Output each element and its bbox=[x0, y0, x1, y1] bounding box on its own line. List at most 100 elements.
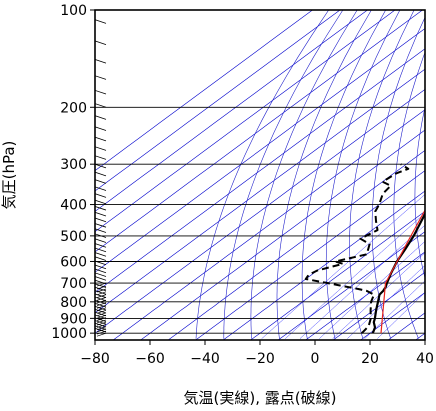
mixing-ratio-line bbox=[332, 252, 425, 339]
wind-barb bbox=[95, 233, 107, 238]
wind-barb bbox=[95, 272, 107, 277]
mixing-ratio-line bbox=[364, 280, 425, 339]
wind-barb bbox=[95, 252, 107, 257]
y-tick-label: 1000 bbox=[51, 326, 87, 342]
mixing-ratio-line bbox=[319, 240, 425, 339]
wind-barb bbox=[96, 310, 107, 314]
dry-adiabat-line bbox=[223, 10, 344, 339]
wind-barb bbox=[95, 308, 107, 314]
y-tick-label: 800 bbox=[60, 295, 87, 311]
isotherm-line bbox=[333, 271, 425, 340]
wind-barb bbox=[96, 297, 107, 301]
wind-barb bbox=[96, 312, 107, 317]
wind-barb bbox=[96, 285, 107, 290]
wind-barb bbox=[96, 324, 107, 328]
wind-barb bbox=[95, 179, 107, 184]
mixing-ratio-line bbox=[261, 194, 425, 339]
isotherm-line bbox=[95, 10, 396, 232]
wind-barb bbox=[95, 115, 107, 120]
wind-barb bbox=[96, 288, 107, 293]
wind-barb bbox=[95, 268, 107, 274]
wind-barb bbox=[95, 211, 107, 217]
sounding-series bbox=[304, 163, 425, 334]
isotherm-line bbox=[195, 170, 425, 340]
x-axis-label: 気温(実線), 露点(破線) bbox=[184, 389, 337, 407]
wind-barb bbox=[95, 286, 107, 292]
wind-barb bbox=[95, 322, 107, 328]
wind-barb bbox=[95, 238, 107, 243]
wind-barb bbox=[95, 155, 107, 160]
dry-adiabat-line bbox=[195, 10, 329, 339]
x-tick-label: −20 bbox=[245, 351, 275, 367]
x-tick-label: −40 bbox=[190, 351, 220, 367]
wind-barb bbox=[96, 302, 107, 307]
wind-barb bbox=[95, 186, 107, 191]
wind-barb bbox=[95, 311, 107, 317]
isotherm-line bbox=[305, 251, 425, 340]
wind-barb bbox=[96, 319, 107, 324]
wind-barb bbox=[95, 279, 107, 285]
x-tick-label: −60 bbox=[135, 351, 165, 367]
x-tick-label: 0 bbox=[311, 351, 320, 367]
isotherm-line bbox=[95, 89, 425, 334]
wind-barb bbox=[95, 325, 107, 330]
isotherm-line bbox=[223, 190, 425, 340]
wind-barb bbox=[96, 321, 107, 326]
isotherm-line bbox=[95, 10, 423, 253]
wind-barb bbox=[95, 59, 107, 64]
wind-barb bbox=[95, 228, 107, 233]
dry-adiabat-line bbox=[371, 16, 425, 339]
y-tick-label: 500 bbox=[60, 229, 87, 245]
wind-barb bbox=[95, 136, 107, 142]
dewpoint-line bbox=[304, 163, 410, 334]
isotherm-line bbox=[388, 312, 425, 340]
wind-barb bbox=[95, 290, 107, 295]
dry-adiabat-line bbox=[301, 10, 386, 339]
wind-barb bbox=[95, 264, 107, 270]
wind-barbs bbox=[95, 19, 107, 337]
wind-barb bbox=[95, 243, 107, 248]
wind-barb bbox=[95, 103, 107, 108]
isotherm-line bbox=[140, 129, 425, 340]
wind-barb bbox=[95, 146, 107, 151]
x-tick-label: 20 bbox=[361, 351, 379, 367]
wind-barb bbox=[95, 260, 107, 266]
parcel-line bbox=[380, 208, 425, 334]
wind-barb bbox=[95, 217, 107, 223]
y-tick-label: 100 bbox=[60, 3, 87, 19]
dry-adiabat-line bbox=[250, 10, 358, 339]
wind-barb bbox=[96, 299, 107, 304]
mixing-ratio-line bbox=[377, 292, 425, 339]
wind-barb bbox=[96, 294, 107, 298]
wind-barb bbox=[95, 256, 107, 261]
isotherm-line bbox=[113, 109, 425, 340]
wind-barb bbox=[95, 296, 107, 302]
wind-barb bbox=[95, 126, 107, 131]
wind-barb bbox=[95, 19, 107, 24]
wind-barb bbox=[95, 193, 107, 198]
wind-barb bbox=[96, 330, 107, 335]
isotherm-line bbox=[250, 210, 425, 340]
wind-barb bbox=[95, 75, 107, 80]
wind-barb bbox=[96, 332, 107, 337]
isotherm-line bbox=[95, 48, 425, 293]
y-tick-label: 200 bbox=[60, 100, 87, 116]
y-tick-label: 900 bbox=[60, 311, 87, 327]
wind-barb bbox=[95, 40, 107, 46]
y-tick-label: 600 bbox=[60, 254, 87, 270]
dry-adiabat-line bbox=[276, 10, 372, 339]
isotherm-line bbox=[360, 292, 425, 340]
background-grid bbox=[95, 10, 425, 340]
dry-adiabat-line bbox=[393, 51, 425, 339]
wind-barb bbox=[95, 89, 107, 95]
wind-barb bbox=[96, 317, 107, 321]
wind-barb bbox=[96, 304, 107, 309]
wind-barb bbox=[96, 314, 107, 319]
wind-barb bbox=[95, 293, 107, 298]
wind-barb bbox=[96, 307, 107, 312]
y-axis-label: 気圧(hPa) bbox=[0, 141, 18, 210]
mixing-ratio-line bbox=[285, 212, 425, 339]
y-tick-label: 400 bbox=[60, 198, 87, 214]
wind-barb bbox=[95, 163, 107, 169]
